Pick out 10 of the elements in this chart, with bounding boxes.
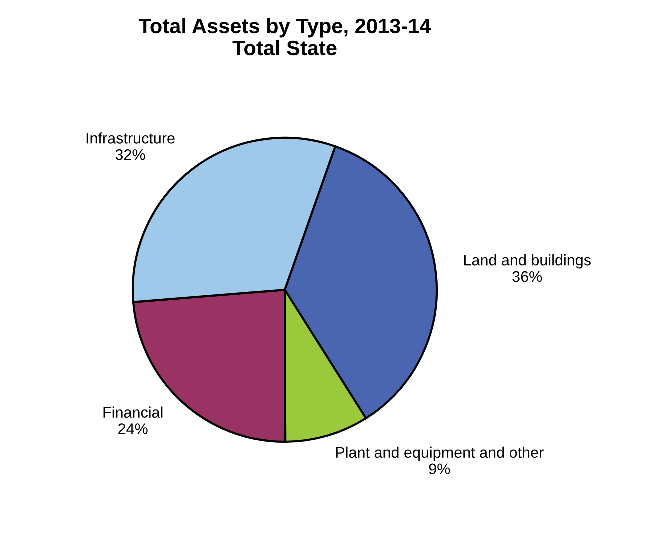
- chart-title: Total Assets by Type, 2013-14: [138, 18, 432, 38]
- slice-label: Land and buildings: [464, 254, 591, 269]
- data-label: 9%: [429, 464, 450, 475]
- data-label: 32%: [116, 149, 146, 160]
- data-label: 36%: [512, 271, 542, 282]
- slice-label: Infrastructure: [86, 132, 175, 144]
- chart-subtitle: Total State: [232, 40, 337, 56]
- data-label: 24%: [118, 424, 148, 434]
- slice-label: Financial: [104, 406, 163, 418]
- slice-label: Plant and equipment and other: [336, 446, 544, 462]
